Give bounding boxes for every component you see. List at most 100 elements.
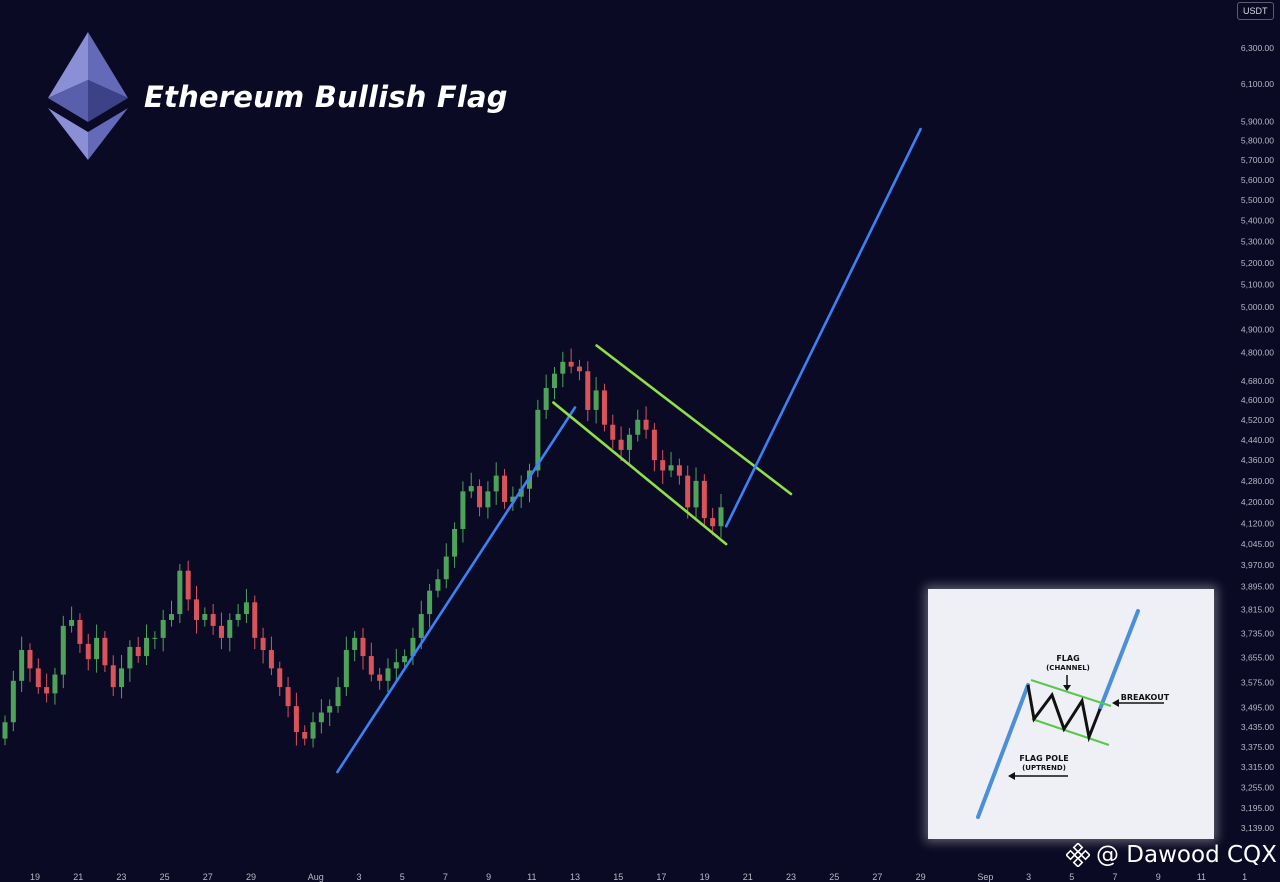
y-tick-label: 3,255.00 bbox=[1241, 782, 1274, 792]
y-tick-label: 5,600.00 bbox=[1241, 175, 1274, 185]
candle bbox=[502, 468, 508, 509]
flag-pattern-inset: FLAG (CHANNEL) BREAKOUT FLAG POLE (UPTRE… bbox=[928, 589, 1214, 839]
y-tick-label: 6,100.00 bbox=[1241, 79, 1274, 89]
candle bbox=[585, 361, 591, 422]
candle bbox=[77, 613, 83, 653]
candle bbox=[635, 409, 641, 442]
candle bbox=[660, 450, 666, 484]
candle bbox=[560, 351, 566, 388]
x-tick-label: 25 bbox=[829, 872, 839, 882]
candle bbox=[410, 627, 416, 666]
candle bbox=[651, 423, 657, 472]
candle bbox=[343, 636, 349, 697]
candle bbox=[310, 712, 316, 748]
y-tick-label: 3,375.00 bbox=[1241, 742, 1274, 752]
x-axis: 19 21 23 25 27 29 Aug 3 5 7 9 11 13 15 17 19 21 23 25 27 29 S… bbox=[30, 872, 1247, 882]
x-tick-label: Aug bbox=[308, 872, 324, 882]
y-tick-label: 3,815.00 bbox=[1241, 605, 1274, 615]
candle bbox=[185, 560, 191, 611]
candle bbox=[302, 725, 308, 746]
y-tick-label: 5,700.00 bbox=[1241, 155, 1274, 165]
candle bbox=[676, 458, 682, 485]
candle bbox=[293, 692, 299, 746]
flag-pole-label: FLAG POLE bbox=[1019, 754, 1069, 763]
flag-label: FLAG bbox=[1056, 654, 1080, 663]
uptrend-label: (UPTREND) bbox=[1022, 764, 1066, 772]
candle bbox=[393, 648, 399, 682]
y-tick-label: 3,575.00 bbox=[1241, 677, 1274, 687]
y-tick-label: 3,895.00 bbox=[1241, 581, 1274, 591]
candle bbox=[352, 631, 358, 662]
x-tick-label: 23 bbox=[786, 872, 796, 882]
candle bbox=[127, 640, 133, 682]
x-tick-label: 27 bbox=[203, 872, 213, 882]
candle bbox=[543, 374, 549, 419]
candle bbox=[69, 606, 75, 633]
x-tick-label: 11 bbox=[527, 872, 536, 882]
candle bbox=[710, 508, 716, 536]
channel-label: (CHANNEL) bbox=[1046, 664, 1090, 672]
chart-title: Ethereum Bullish Flag bbox=[144, 80, 508, 114]
candle bbox=[452, 522, 458, 568]
candle bbox=[277, 661, 283, 697]
flag-pattern-diagram bbox=[976, 609, 1164, 819]
candle bbox=[268, 636, 274, 676]
candle bbox=[94, 624, 100, 673]
y-tick-label: 5,800.00 bbox=[1241, 136, 1274, 146]
candle bbox=[202, 607, 208, 627]
candle bbox=[468, 472, 474, 499]
x-tick-label: 5 bbox=[1069, 872, 1074, 882]
candle bbox=[44, 673, 50, 703]
x-tick-label: 21 bbox=[743, 872, 753, 882]
candle bbox=[160, 609, 166, 652]
candle bbox=[527, 463, 533, 503]
y-tick-label: 3,139.00 bbox=[1241, 823, 1274, 833]
y-tick-label: 4,800.00 bbox=[1241, 347, 1274, 357]
candle bbox=[52, 667, 58, 705]
y-tick-label: 3,735.00 bbox=[1241, 628, 1274, 638]
candle bbox=[135, 636, 141, 663]
watermark-text: @ Dawood CQX bbox=[1096, 842, 1277, 868]
y-tick-label: 3,315.00 bbox=[1241, 762, 1274, 772]
candle bbox=[360, 627, 366, 670]
x-tick-label: 9 bbox=[486, 872, 491, 882]
candle bbox=[435, 569, 441, 598]
x-tick-label: 9 bbox=[1156, 872, 1161, 882]
currency-badge[interactable]: USDT bbox=[1237, 2, 1274, 20]
x-tick-label: 1 bbox=[1242, 872, 1247, 882]
candle bbox=[618, 426, 624, 462]
candle bbox=[693, 467, 699, 521]
watermark: @ Dawood CQX bbox=[1066, 842, 1277, 868]
x-tick-label: 29 bbox=[246, 872, 256, 882]
x-tick-label: 15 bbox=[613, 872, 623, 882]
candle bbox=[668, 451, 674, 478]
x-tick-label: 7 bbox=[1112, 872, 1117, 882]
pattern-annotations bbox=[336, 127, 922, 774]
y-tick-label: 4,600.00 bbox=[1241, 395, 1274, 405]
candle bbox=[218, 612, 224, 650]
y-tick-label: 3,495.00 bbox=[1241, 703, 1274, 713]
candle bbox=[368, 642, 374, 682]
candle bbox=[377, 667, 383, 690]
candle bbox=[626, 428, 632, 464]
x-tick-label: 19 bbox=[30, 872, 40, 882]
candle bbox=[427, 584, 433, 628]
candle bbox=[119, 655, 125, 699]
candle bbox=[260, 627, 266, 664]
x-tick-label: 3 bbox=[1026, 872, 1031, 882]
candle bbox=[35, 658, 41, 694]
candle bbox=[718, 493, 724, 538]
candle bbox=[285, 677, 291, 718]
candle bbox=[60, 615, 66, 689]
candle bbox=[443, 543, 449, 589]
y-tick-label: 5,400.00 bbox=[1241, 216, 1274, 226]
x-tick-label: 13 bbox=[570, 872, 580, 882]
candle bbox=[252, 595, 258, 650]
ethereum-logo-icon bbox=[48, 32, 128, 160]
breakout-label: BREAKOUT bbox=[1120, 693, 1170, 702]
candle bbox=[610, 414, 616, 449]
candle bbox=[102, 631, 108, 673]
y-tick-label: 3,195.00 bbox=[1241, 803, 1274, 813]
x-tick-label: 21 bbox=[73, 872, 83, 882]
y-tick-label: 5,300.00 bbox=[1241, 237, 1274, 247]
